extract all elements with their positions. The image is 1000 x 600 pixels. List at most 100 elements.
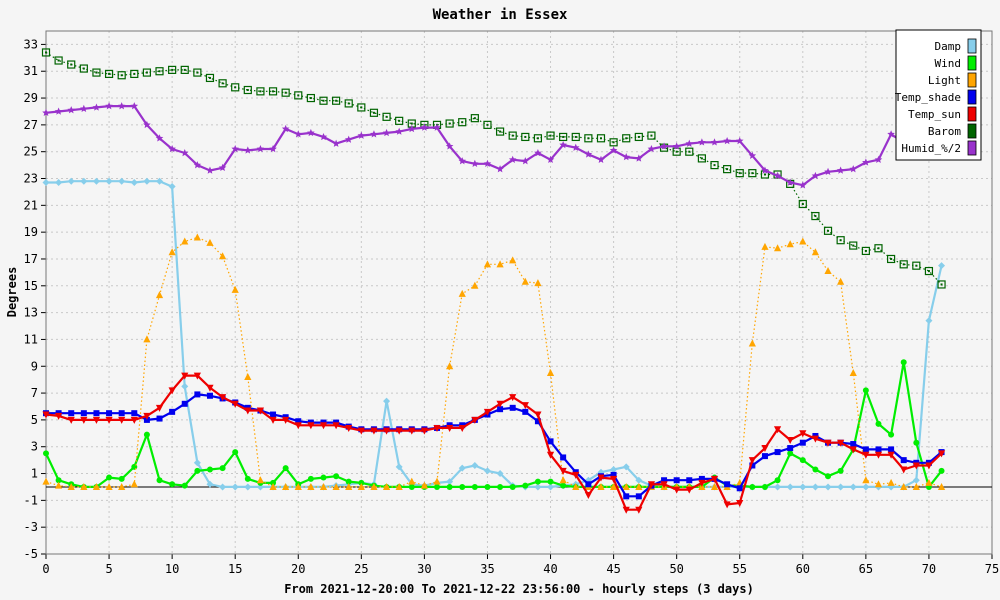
data-point: [521, 277, 529, 285]
data-point: [584, 134, 593, 143]
data-point: [824, 167, 832, 176]
data-point: [231, 145, 239, 153]
data-point: [849, 241, 858, 250]
data-point: [282, 416, 290, 424]
data-point: [43, 450, 49, 457]
data-point: [231, 400, 239, 408]
data-point: [395, 116, 404, 125]
y-tick-label: -3: [24, 520, 38, 534]
data-point: [509, 404, 516, 411]
data-point: [55, 477, 62, 484]
data-point: [547, 438, 554, 445]
data-point: [181, 382, 189, 390]
data-point: [105, 416, 113, 424]
data-point: [395, 463, 403, 471]
data-point: [67, 416, 75, 424]
data-point-dot: [171, 68, 174, 71]
data-point: [572, 471, 580, 479]
data-point: [888, 431, 895, 438]
x-tick-label: 55: [733, 562, 747, 576]
data-point-dot: [890, 257, 893, 260]
y-tick-label: 5: [31, 413, 38, 427]
data-point: [319, 482, 328, 490]
data-point-dot: [827, 229, 830, 232]
data-point: [244, 146, 252, 154]
data-point: [143, 120, 151, 129]
data-point: [471, 159, 479, 167]
data-point: [218, 252, 227, 260]
legend-label: Temp_sun: [908, 108, 961, 121]
data-point: [180, 65, 189, 74]
data-point: [169, 408, 176, 415]
data-point: [610, 466, 618, 474]
data-point: [357, 482, 365, 490]
data-point: [270, 411, 277, 418]
x-tick-label: 75: [985, 562, 999, 576]
data-point-dot: [839, 239, 842, 242]
data-point: [710, 138, 719, 146]
data-point: [597, 155, 605, 163]
data-point: [534, 411, 542, 419]
data-point: [143, 412, 151, 420]
data-point: [861, 246, 870, 256]
data-point: [773, 244, 782, 252]
x-tick-label: 0: [42, 562, 49, 576]
data-point: [773, 171, 782, 180]
data-point: [193, 459, 201, 467]
data-point-dot: [145, 71, 148, 74]
data-point-dot: [82, 67, 85, 70]
data-point: [635, 154, 643, 162]
data-point: [571, 143, 580, 151]
data-point: [458, 157, 467, 165]
data-point: [799, 457, 806, 464]
data-point-dot: [738, 172, 741, 175]
data-point: [395, 482, 403, 490]
data-point: [811, 483, 819, 491]
data-point: [900, 359, 907, 366]
data-point: [496, 165, 504, 173]
data-point: [143, 416, 150, 423]
data-point: [862, 446, 869, 453]
data-point: [54, 56, 63, 65]
data-point: [67, 177, 75, 185]
y-tick-label: 17: [24, 252, 38, 266]
data-point: [723, 136, 731, 145]
data-point: [887, 478, 895, 486]
data-point-dot: [158, 70, 161, 73]
data-point: [42, 477, 50, 485]
data-point: [446, 424, 454, 432]
data-point: [130, 69, 139, 79]
data-point: [168, 248, 176, 256]
legend-label: Damp: [935, 40, 962, 53]
x-tick-label: 50: [669, 562, 683, 576]
data-point: [79, 64, 88, 73]
data-point: [80, 482, 88, 490]
data-point-dot: [335, 99, 338, 102]
data-point: [546, 368, 555, 376]
data-point: [458, 424, 466, 432]
data-point: [42, 411, 50, 419]
data-point: [193, 68, 202, 77]
y-tick-label: 7: [31, 386, 38, 400]
data-point: [875, 420, 882, 427]
data-point-dot: [751, 172, 754, 175]
data-point: [459, 483, 466, 490]
data-point: [408, 427, 416, 435]
data-point: [673, 477, 680, 484]
data-point: [572, 482, 580, 490]
data-point: [256, 145, 265, 153]
data-point-dot: [726, 168, 729, 171]
data-point: [522, 482, 529, 489]
data-point-dot: [814, 215, 817, 218]
data-point: [471, 281, 479, 289]
data-point: [206, 392, 213, 399]
data-point: [269, 416, 277, 424]
data-point: [80, 410, 87, 417]
data-point: [635, 493, 642, 500]
data-point: [306, 93, 315, 103]
data-point: [672, 147, 681, 156]
data-point: [622, 153, 631, 161]
data-point: [849, 165, 858, 173]
